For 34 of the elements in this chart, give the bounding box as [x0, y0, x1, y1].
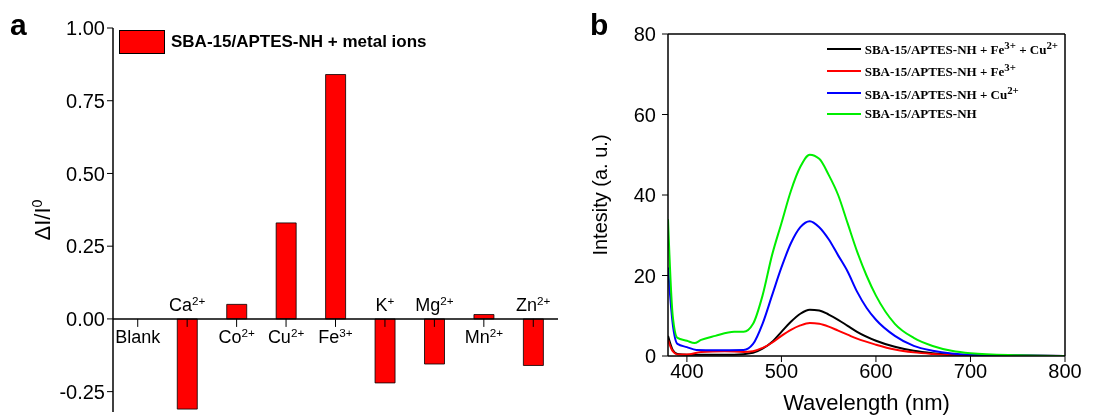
- legend-label: SBA-15/APTES-NH + Cu$^{2+}$: [864, 83, 1019, 103]
- x-tick-label: Mg$^{2+}$: [415, 293, 454, 315]
- legend-label: SBA-15/APTES-NH + Fe$^{3+}$ + Cu$^{2+}$: [864, 39, 1058, 59]
- x-tick-label: 700: [953, 360, 988, 383]
- x-tick-label: 800: [1048, 360, 1082, 383]
- y-tick-label: 0.50: [66, 162, 105, 185]
- x-tick-label: Blank: [115, 326, 162, 347]
- y-tick-label: 80: [633, 23, 656, 45]
- y-tick-label: 0.25: [66, 235, 105, 258]
- x-tick-label: Cu$^{2+}$: [267, 325, 305, 347]
- legend-label: SBA-15/APTES-NH + Fe$^{3+}$: [864, 61, 1016, 81]
- x-tick-label: Mn$^{2+}$: [464, 325, 504, 347]
- y-tick-label: 0.00: [66, 308, 105, 331]
- x-tick-label: Fe$^{3+}$: [318, 325, 353, 347]
- x-tick-label: Zn$^{2+}$: [516, 293, 551, 315]
- y-tick-label: 40: [633, 184, 656, 206]
- x-tick-label: 600: [859, 360, 893, 383]
- y-tick-label: 20: [633, 264, 656, 287]
- y-tick-label: 1.00: [66, 17, 105, 40]
- chart-title: a: [10, 8, 27, 42]
- y-tick-label: 60: [633, 103, 656, 126]
- y-axis-title: Intesity (a. u.): [589, 134, 612, 256]
- x-tick-label: 500: [764, 360, 799, 383]
- legend-label: SBA-15/APTES-NH: [864, 105, 977, 122]
- x-tick-label: Co$^{2+}$: [218, 325, 255, 347]
- y-tick-label: 0: [644, 345, 656, 367]
- y-tick-label: 0.75: [66, 89, 105, 112]
- legend-label: SBA-15/APTES-NH + metal ions: [171, 32, 427, 52]
- x-tick-label: 400: [670, 360, 704, 383]
- x-axis-title: Wavelength (nm): [783, 390, 950, 415]
- y-tick-label: -0.25: [59, 380, 105, 403]
- x-tick-label: Ca$^{2+}$: [168, 293, 206, 315]
- x-tick-label: K$^{+}$: [375, 293, 395, 315]
- chart-title: b: [590, 8, 609, 42]
